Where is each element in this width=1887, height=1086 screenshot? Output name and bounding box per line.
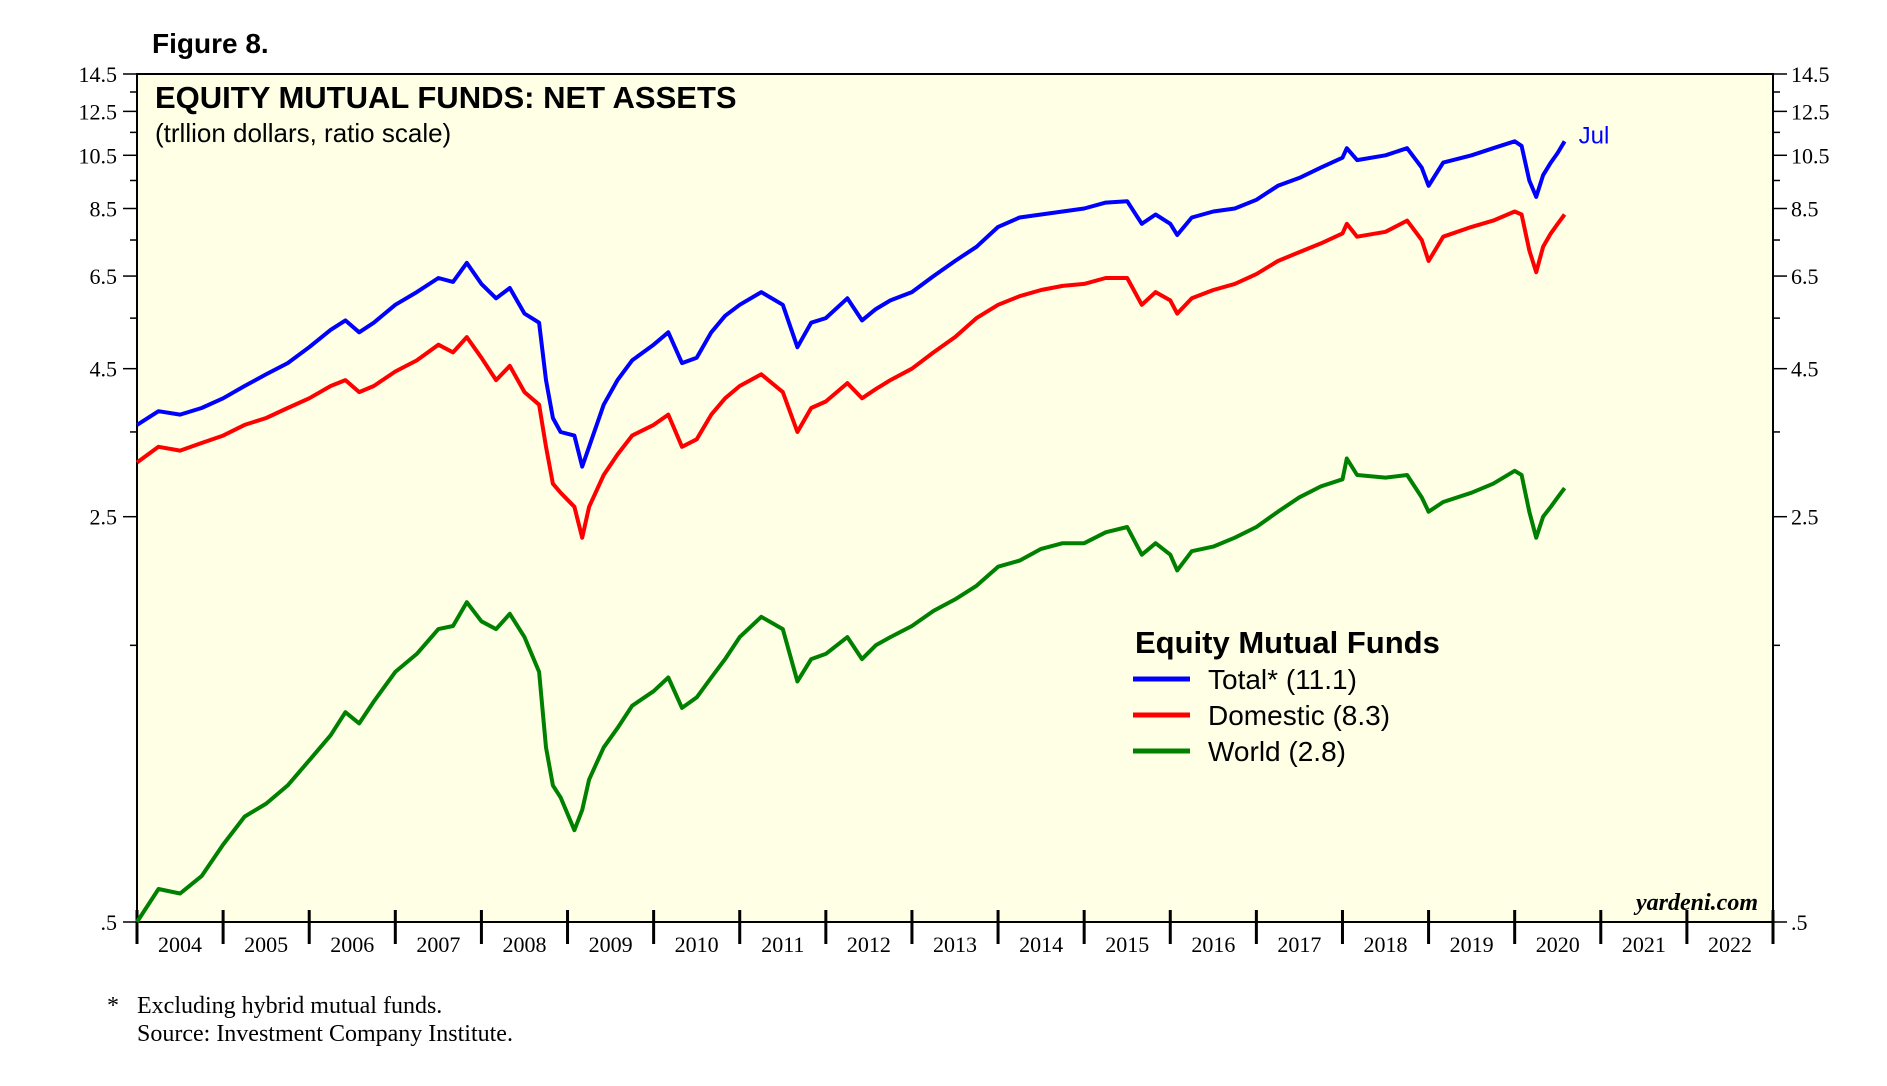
series-lines — [135, 139, 1567, 924]
x-tick-label: 2019 — [1450, 932, 1494, 957]
last-point-label: Jul — [1579, 122, 1610, 149]
y-tick-label-left: 2.5 — [90, 505, 118, 530]
y-tick-label-right: 4.5 — [1791, 357, 1819, 382]
y-tick-label-left: 8.5 — [90, 197, 118, 222]
axis-ticks: .5 .5 2.5 2.5 4.5 4.5 6.5 6.5 8.5 8.5 10.5 10.5 12.5… — [79, 62, 1830, 957]
watermark: yardeni.com — [1633, 890, 1758, 916]
x-tick-label: 2007 — [416, 932, 460, 957]
y-tick-label-right: 10.5 — [1791, 143, 1830, 168]
y-tick-label-left: 12.5 — [79, 99, 118, 124]
x-tick-label: 2013 — [933, 932, 977, 957]
x-tick-label: 2010 — [675, 932, 719, 957]
x-tick-label: 2016 — [1191, 932, 1235, 957]
y-tick-label-right: 14.5 — [1791, 62, 1830, 87]
footnote: * Excluding hybrid mutual funds. — [107, 993, 442, 1019]
source-note: Source: Investment Company Institute. — [137, 1021, 513, 1047]
legend: Equity Mutual Funds Total* (11.1) Domest… — [1133, 625, 1440, 767]
chart-title: EQUITY MUTUAL FUNDS: NET ASSETS — [155, 80, 737, 115]
y-tick-label-left: 6.5 — [90, 264, 118, 289]
y-tick-label-left: 14.5 — [79, 62, 118, 87]
y-tick-label-right: .5 — [1791, 910, 1808, 935]
legend-title: Equity Mutual Funds — [1135, 625, 1440, 660]
x-tick-label: 2017 — [1277, 932, 1321, 957]
y-tick-label-left: 10.5 — [79, 143, 118, 168]
y-tick-label-right: 12.5 — [1791, 99, 1830, 124]
y-tick-label-left: 4.5 — [90, 357, 118, 382]
x-tick-label: 2022 — [1708, 932, 1752, 957]
y-tick-label-right: 2.5 — [1791, 505, 1819, 530]
series-line-world — [135, 456, 1567, 924]
x-tick-label: 2009 — [589, 932, 633, 957]
x-tick-label: 2004 — [158, 932, 202, 957]
x-tick-label: 2020 — [1536, 932, 1580, 957]
y-tick-label-right: 6.5 — [1791, 264, 1819, 289]
figure-label: Figure 8. — [152, 28, 269, 59]
series-line-total — [135, 139, 1567, 469]
x-tick-label: 2021 — [1622, 932, 1666, 957]
x-tick-label: 2018 — [1364, 932, 1408, 957]
y-tick-label-right: 8.5 — [1791, 197, 1819, 222]
x-tick-label: 2012 — [847, 932, 891, 957]
x-tick-label: 2014 — [1019, 932, 1063, 957]
plot-area — [136, 73, 1774, 923]
x-tick-label: 2008 — [502, 932, 546, 957]
series-line-domestic — [135, 209, 1567, 540]
legend-entry-world: World (2.8) — [1208, 736, 1346, 767]
x-tick-label: 2005 — [244, 932, 288, 957]
x-tick-label: 2006 — [330, 932, 374, 957]
legend-entry-domestic: Domestic (8.3) — [1208, 700, 1390, 731]
chart-subtitle: (trllion dollars, ratio scale) — [155, 118, 451, 148]
x-tick-label: 2015 — [1105, 932, 1149, 957]
x-tick-label: 2011 — [761, 932, 804, 957]
y-tick-label-left: .5 — [101, 910, 118, 935]
legend-entry-total: Total* (11.1) — [1208, 664, 1357, 695]
